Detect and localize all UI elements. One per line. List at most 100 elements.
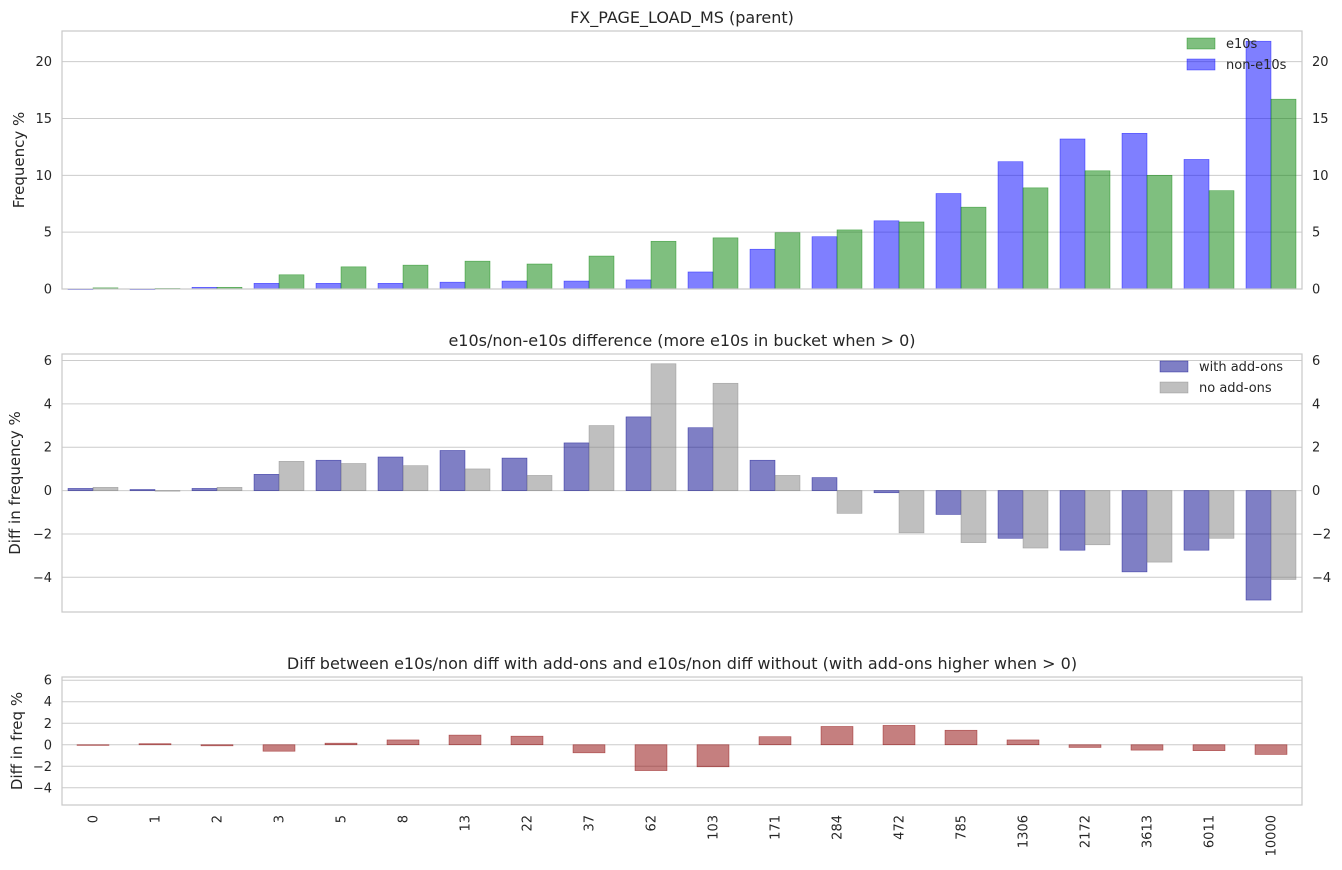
bar [1022, 187, 1049, 290]
bar [1121, 490, 1148, 573]
y-axis-label: Frequency % [10, 112, 28, 209]
y-tick-label: −4 [33, 571, 52, 586]
legend-label: no add-ons [1199, 381, 1272, 396]
y-axis-label: Diff in freq % [8, 692, 26, 790]
bar [138, 743, 172, 746]
bar [625, 416, 652, 491]
bar [696, 744, 730, 768]
legend-label: non-e10s [1226, 58, 1287, 73]
x-tick-label: 472 [893, 815, 908, 840]
legend-swatch [1186, 37, 1216, 50]
bar [873, 490, 900, 494]
y-tick-label-right: 0 [1312, 484, 1320, 499]
x-tick-label: 13 [459, 815, 474, 832]
bar [253, 283, 280, 290]
y-tick-label: 6 [44, 354, 52, 369]
bar [712, 237, 739, 290]
bar [687, 427, 714, 491]
bar [1192, 744, 1226, 751]
bar [340, 463, 367, 491]
bar [278, 274, 305, 290]
y-tick-label: −2 [33, 527, 52, 542]
bar [588, 255, 615, 290]
y-tick-label-right: −2 [1312, 527, 1331, 542]
bar [1183, 159, 1210, 290]
bar [774, 232, 801, 290]
y-tick-label: 0 [44, 738, 52, 753]
x-tick-label: 284 [831, 815, 846, 840]
legend-label: e10s [1226, 37, 1258, 52]
y-tick-label: 0 [44, 283, 52, 298]
y-tick-label-right: −4 [1312, 571, 1331, 586]
bar [200, 744, 234, 747]
bar [510, 735, 544, 746]
bar [67, 488, 94, 491]
bar [315, 459, 342, 491]
y-tick-label-right: 6 [1312, 354, 1320, 369]
y-tick-label: 10 [35, 169, 52, 184]
bar [324, 742, 358, 746]
bar [1254, 744, 1288, 755]
bar [1183, 490, 1210, 551]
bar [402, 465, 429, 491]
bar [650, 363, 677, 491]
bar [882, 725, 916, 746]
bar [1245, 40, 1272, 290]
y-tick-label: 0 [44, 484, 52, 499]
x-tick-label: 6011 [1203, 815, 1218, 848]
y-tick-label: 5 [44, 226, 52, 241]
x-tick-label: 1306 [1017, 815, 1032, 848]
bar [262, 744, 296, 752]
legend-swatch [1186, 58, 1216, 71]
bar [1270, 98, 1297, 290]
bar [191, 488, 218, 491]
x-tick-label: 5 [335, 815, 350, 823]
x-tick-label: 2172 [1079, 815, 1094, 848]
chart-panel-2: −4 −4 −2 −2 0 0 2 2 4 4 6 6 e10s/non-e10s difference… [6, 331, 1331, 613]
bar [836, 229, 863, 290]
bar [278, 461, 305, 491]
legend-label: with add-ons [1199, 360, 1283, 375]
bar [1121, 132, 1148, 290]
y-tick-label-right: 2 [1312, 441, 1320, 456]
bar [712, 382, 739, 491]
bar [464, 468, 491, 491]
bar [526, 263, 553, 290]
bar [1068, 744, 1102, 748]
bar [873, 220, 900, 290]
bar [749, 459, 776, 491]
bar [687, 271, 714, 290]
bar [402, 264, 429, 290]
bar [1059, 138, 1086, 290]
bar [811, 236, 838, 290]
bar [1059, 490, 1086, 551]
plot-frame [61, 30, 1303, 290]
bar [216, 487, 243, 491]
bar [1245, 490, 1272, 601]
bar [501, 457, 528, 491]
bar [92, 487, 119, 491]
bar [1084, 170, 1111, 290]
bar [625, 279, 652, 290]
bar [836, 490, 863, 514]
x-tick-label: 62 [645, 815, 660, 832]
legend-swatch [1159, 381, 1189, 394]
bar [1022, 490, 1049, 549]
bar [1006, 739, 1040, 746]
chart-panel-3: −4 −2 0 2 4 6 Diff between e10s/non diff with … [8, 654, 1303, 856]
bar [572, 744, 606, 754]
bar [811, 477, 838, 491]
bar [588, 425, 615, 491]
bar [439, 281, 466, 290]
chart-title: Diff between e10s/non diff with add-ons … [287, 654, 1077, 673]
bar [997, 490, 1024, 539]
bar [563, 280, 590, 290]
x-tick-label: 37 [583, 815, 598, 832]
bar [464, 260, 491, 290]
bar [935, 490, 962, 515]
y-tick-label: 15 [35, 112, 52, 127]
plot-frame [61, 676, 1303, 806]
bar [1208, 490, 1235, 539]
bar [1208, 190, 1235, 290]
